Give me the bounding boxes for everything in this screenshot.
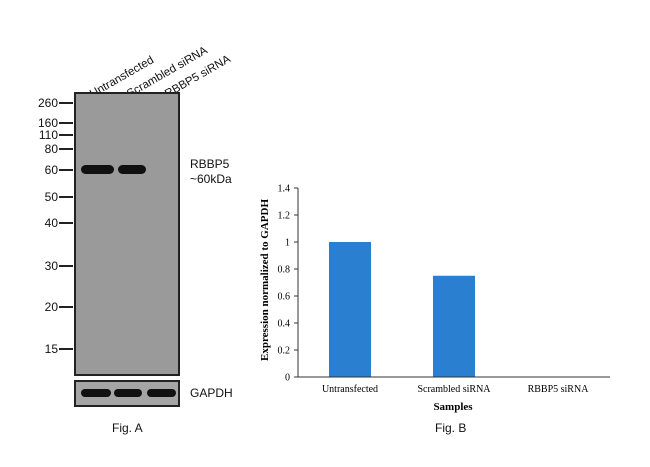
mw-marker-110: 110 — [38, 128, 58, 142]
gapdh-blot-membrane — [74, 380, 180, 407]
mw-marker-60: 60 — [44, 163, 58, 177]
band-gapdh-rbbp5 — [147, 389, 176, 397]
target-protein-label: RBBP5 ~60kDa — [190, 157, 232, 187]
mw-tick-15 — [59, 348, 73, 350]
y-tick-label: 1.2 — [278, 211, 291, 222]
y-tick-label: 0.4 — [278, 319, 291, 330]
y-tick-label: 1 — [285, 238, 290, 249]
mw-marker-80: 80 — [44, 142, 58, 156]
band-rbbp5-untransfected — [81, 165, 114, 174]
target-protein-name: RBBP5 — [190, 157, 230, 171]
mw-marker-50: 50 — [44, 190, 58, 204]
mw-marker-160: 160 — [37, 116, 58, 130]
y-axis-title: Expression normalized to GAPDH — [259, 199, 271, 361]
bar-scrambled-sirna — [433, 275, 475, 377]
gapdh-label: GAPDH — [190, 386, 233, 400]
x-tick-label: RBBP5 siRNA — [528, 384, 590, 395]
mw-tick-20 — [59, 306, 73, 308]
mw-marker-30: 30 — [44, 259, 58, 273]
target-protein-size: ~60kDa — [190, 172, 232, 186]
mw-tick-40 — [59, 222, 73, 224]
main-blot-membrane — [74, 92, 180, 376]
mw-tick-110 — [59, 134, 73, 136]
mw-marker-40: 40 — [44, 216, 58, 230]
mw-tick-50 — [59, 196, 73, 198]
y-tick-label: 0.8 — [278, 265, 291, 276]
mw-marker-260: 260 — [37, 96, 58, 110]
bar-untransfected — [329, 242, 371, 377]
mw-tick-60 — [59, 169, 73, 171]
mw-tick-80 — [59, 148, 73, 150]
mw-marker-20: 20 — [44, 300, 58, 314]
x-tick-label: Scrambled siRNA — [417, 384, 491, 395]
y-tick-label: 0 — [285, 373, 290, 384]
band-gapdh-scrambled — [114, 389, 142, 397]
x-axis-title: Samples — [433, 401, 473, 413]
band-rbbp5-scrambled — [118, 165, 146, 174]
mw-marker-15: 15 — [44, 342, 58, 356]
mw-tick-160 — [59, 122, 73, 124]
y-tick-label: 0.6 — [278, 292, 291, 303]
mw-tick-30 — [59, 265, 73, 267]
band-gapdh-untransfected — [81, 389, 111, 397]
mw-tick-260 — [59, 102, 73, 104]
y-tick-label: 1.4 — [278, 184, 291, 195]
y-tick-label: 0.2 — [278, 346, 291, 357]
x-tick-label: Untransfected — [322, 384, 378, 395]
fig-b-caption: Fig. B — [435, 421, 467, 435]
fig-a-caption: Fig. A — [112, 421, 143, 435]
